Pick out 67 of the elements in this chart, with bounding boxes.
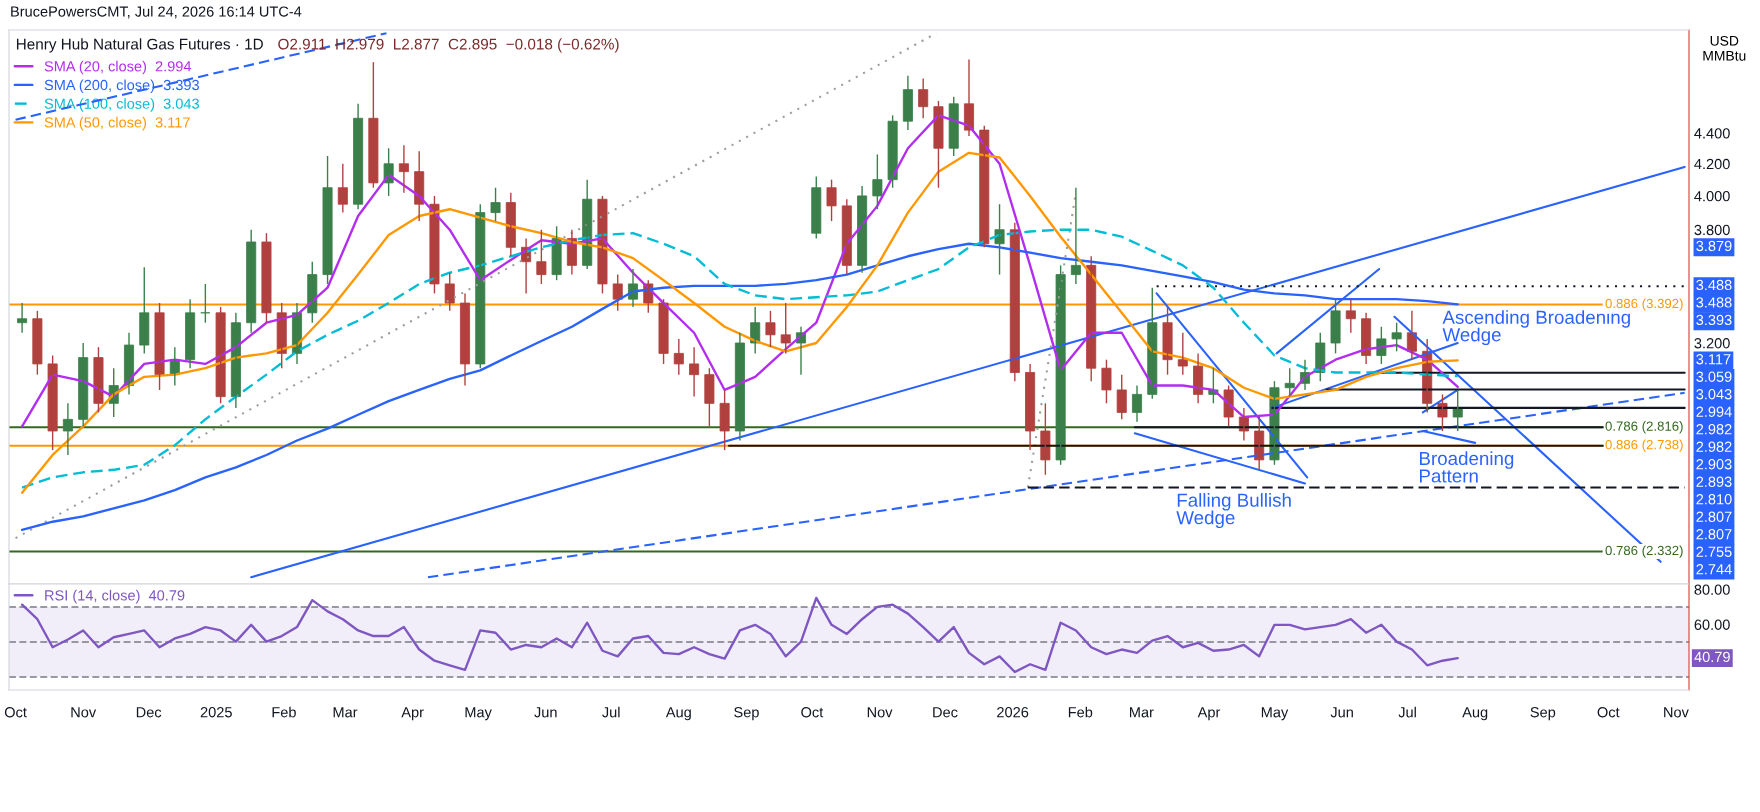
ref-line-label: 0.886 (2.738): [1605, 439, 1683, 452]
x-tick-label: Oct: [801, 707, 824, 718]
annotation: Falling Bullish Wedge: [1176, 493, 1291, 529]
text: 2.810: [1696, 494, 1732, 505]
x-tick-label: Nov: [867, 707, 893, 718]
x-tick-label: Oct: [1597, 707, 1620, 718]
text: 3.059: [1696, 371, 1732, 382]
y-tick-label: 3.200: [1694, 338, 1730, 349]
text: 2.994: [1696, 406, 1732, 417]
x-tick-label: Jun: [534, 707, 557, 718]
x-tick-label: 2026: [997, 707, 1029, 718]
text: 3.488: [1696, 297, 1732, 308]
y-tick-label: 3.800: [1694, 224, 1730, 236]
y-tick-label: 4.400: [1694, 128, 1730, 139]
text: 3.043: [1696, 389, 1732, 400]
text: BrucePowersCMT, Jul 24, 2026 16:14 UTC-4: [11, 6, 302, 19]
x-tick-label: Jul: [1398, 706, 1416, 718]
x-tick-label: Oct: [4, 707, 27, 718]
chart-subtitle: O2.911 H2.979 L2.877 C2.895 −0.018 (−0.62%): [278, 38, 619, 53]
text: 2.982: [1696, 424, 1732, 435]
x-tick-label: 2025: [200, 707, 232, 718]
annotation: Ascending Broadening Wedge: [1442, 310, 1630, 346]
ref-line-label: 0.786 (2.332): [1605, 545, 1683, 558]
text: 3.117: [1696, 354, 1731, 365]
ref-line-label: 0.786 (2.816): [1605, 421, 1683, 434]
x-tick-label: Mar: [1130, 707, 1154, 718]
text: 2.982: [1696, 441, 1732, 452]
legend-label: SMA (200, close) 3.393: [44, 79, 199, 94]
text: 2.807: [1696, 529, 1732, 540]
x-tick-label: Jul: [602, 706, 620, 718]
annotation: Broadening Pattern: [1419, 451, 1514, 483]
text: 2.903: [1696, 459, 1732, 470]
x-tick-label: Sep: [1530, 707, 1556, 721]
x-tick-label: Jun: [1330, 707, 1353, 718]
text: 3.488: [1696, 279, 1732, 291]
text: 2.744: [1696, 564, 1732, 575]
text: 2.755: [1696, 546, 1732, 557]
x-tick-label: Dec: [933, 707, 958, 718]
y-tick-label: 4.000: [1694, 191, 1730, 202]
y-tick-label: 4.200: [1694, 158, 1730, 170]
text: 3.393: [1696, 314, 1732, 326]
x-tick-label: May: [1261, 707, 1289, 721]
y-axis-title: USD MMBtu: [1703, 35, 1746, 61]
text: 2.893: [1696, 476, 1732, 487]
x-tick-label: Aug: [665, 707, 691, 721]
x-tick-label: Sep: [734, 707, 759, 721]
x-tick-label: Feb: [1068, 706, 1093, 718]
legend-label: SMA (100, close) 3.043: [44, 98, 199, 112]
x-tick-label: Apr: [1197, 707, 1221, 721]
x-tick-label: Nov: [71, 707, 97, 718]
x-tick-label: Nov: [1664, 707, 1689, 718]
legend-label: RSI (14, close) 40.79: [45, 589, 185, 604]
x-tick-label: Dec: [136, 707, 162, 718]
legend-label: SMA (20, close) 2.994: [44, 60, 192, 75]
x-tick-label: May: [465, 707, 492, 721]
text: 40.79: [1694, 651, 1730, 663]
x-tick-label: Aug: [1462, 707, 1488, 721]
x-tick-label: Apr: [401, 707, 424, 721]
text: 2.807: [1696, 511, 1732, 522]
legend-label: SMA (50, close) 3.117: [44, 116, 190, 131]
y-tick-label: 80.00: [1694, 584, 1730, 595]
chart-title: Henry Hub Natural Gas Futures · 1D: [16, 38, 263, 53]
x-tick-label: Feb: [272, 706, 296, 718]
text: 3.879: [1696, 240, 1732, 252]
ref-line-label: 0.886 (3.392): [1605, 298, 1683, 311]
x-tick-label: Mar: [333, 707, 358, 718]
y-tick-label: 60.00: [1694, 619, 1730, 630]
